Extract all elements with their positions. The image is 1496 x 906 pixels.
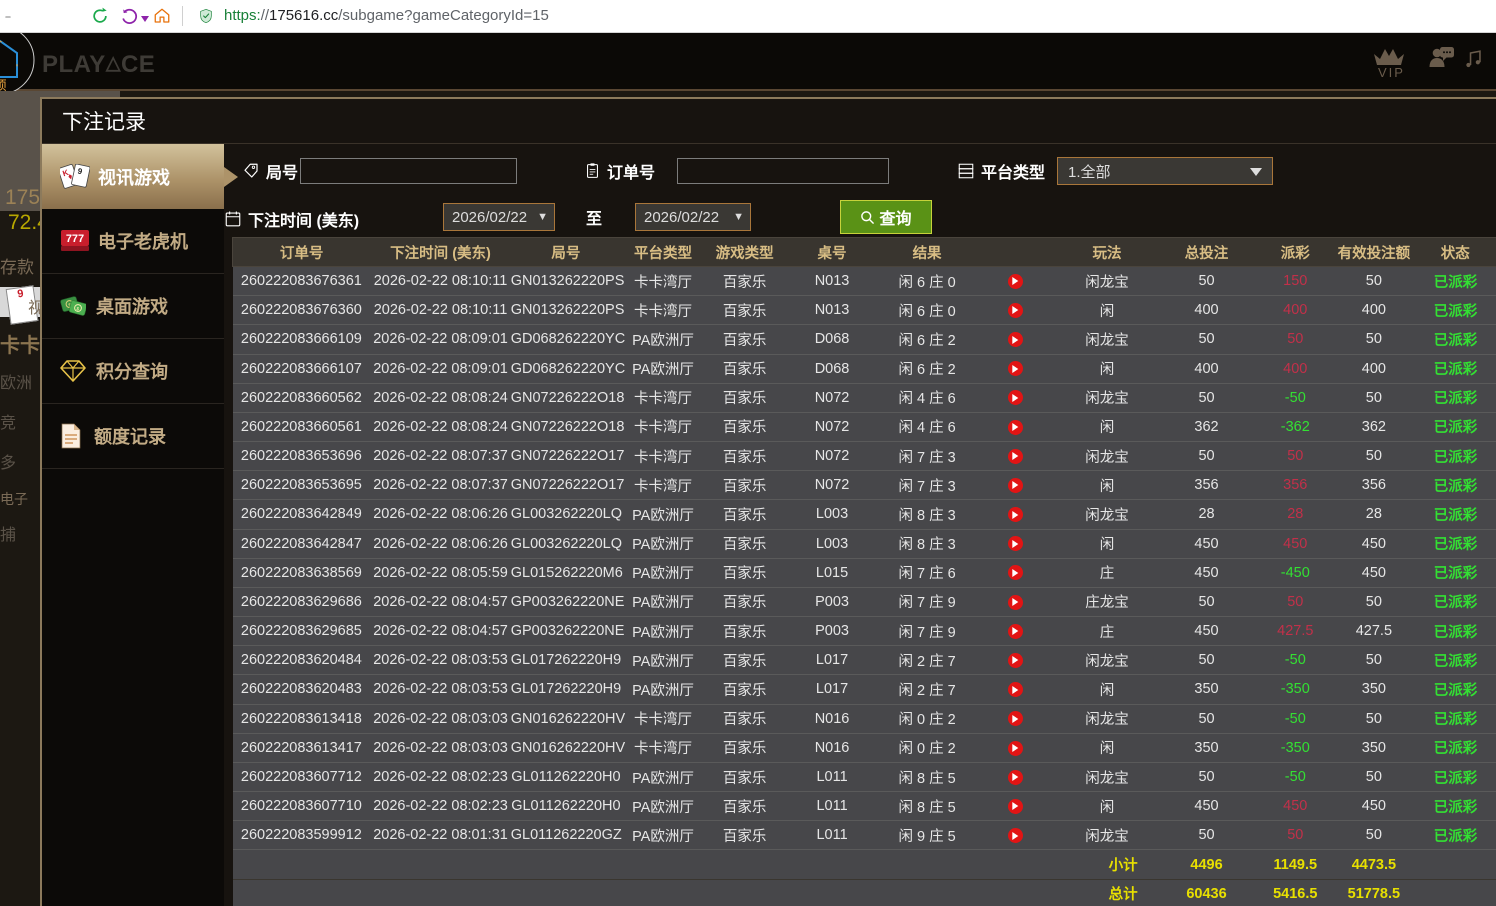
svg-text:777: 777 — [66, 233, 84, 245]
